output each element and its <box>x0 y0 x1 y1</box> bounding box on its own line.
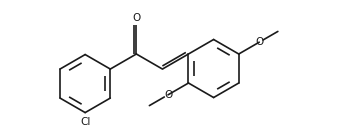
Text: O: O <box>255 37 263 47</box>
Text: Cl: Cl <box>80 117 90 127</box>
Text: O: O <box>132 13 141 23</box>
Text: O: O <box>164 90 172 100</box>
